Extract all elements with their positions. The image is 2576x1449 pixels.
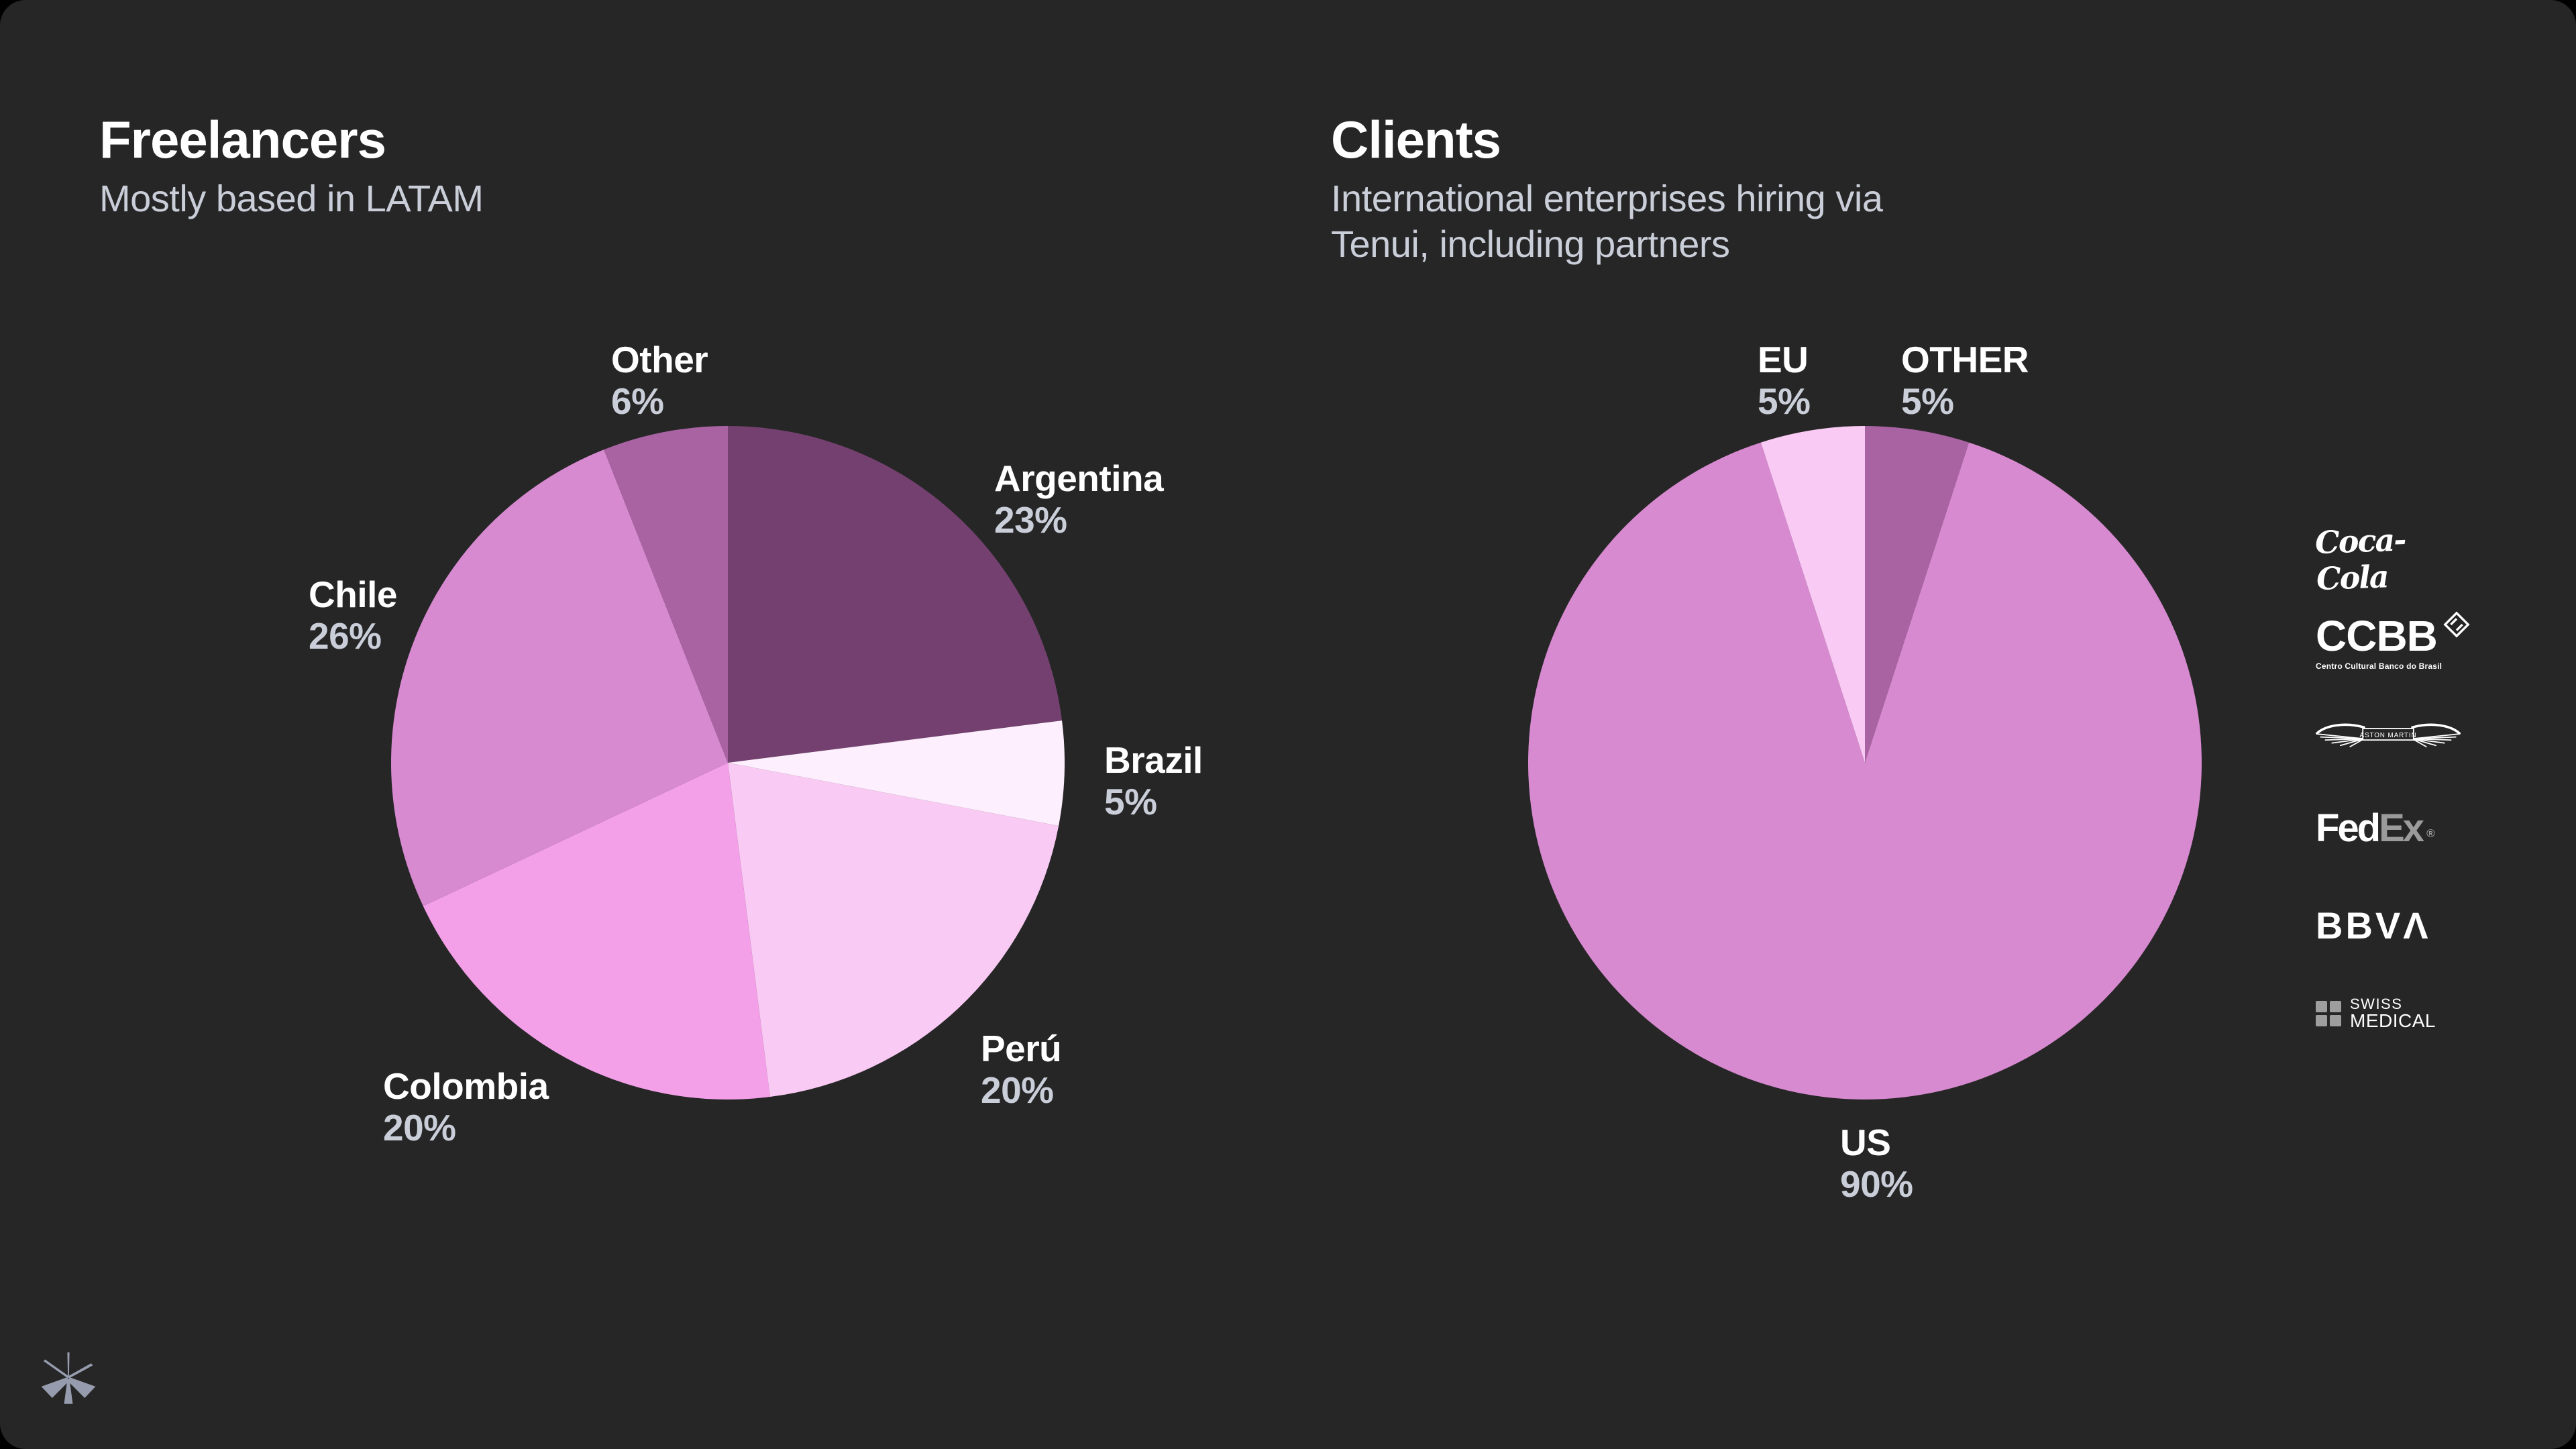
pie-slice-colombia	[423, 763, 770, 1099]
aston-martin-wordmark: ASTON MARTIN	[2359, 732, 2416, 739]
pie-label-value: 23%	[994, 499, 1067, 541]
pie-slice-perú	[728, 763, 1059, 1097]
pie-slice-us	[1528, 442, 2202, 1099]
pie-slice-chile	[391, 449, 728, 906]
pie-label-argentina: Argentina 23%	[994, 458, 1164, 541]
pie-label-name: EU	[1758, 339, 1809, 380]
swiss-medical-line1: SWISS	[2350, 996, 2403, 1012]
swiss-medical-squares-icon	[2316, 1001, 2341, 1027]
ccbb-tagline: Centro Cultural Banco do Brasil	[2316, 661, 2443, 671]
aston-martin-wings-icon: ASTON MARTIN	[2316, 723, 2461, 748]
clients-section-header: Clients International enterprises hiring…	[1331, 110, 1883, 268]
freelancers-subtitle: Mostly based in LATAM	[99, 176, 484, 219]
swiss-medical-line2: MEDICAL	[2350, 1010, 2436, 1032]
ccbb-logo: CCBB Centro Cultural Banco do Brasil	[2316, 611, 2470, 671]
fedex-ex-wordmark: Ex	[2379, 806, 2424, 850]
bbva-wordmark: BBVΛ	[2316, 904, 2431, 947]
coca-cola-logo: Coca-Cola	[2314, 521, 2470, 597]
pie-label-name: Chile	[309, 574, 397, 615]
pie-label-value: 5%	[1901, 380, 1954, 423]
pie-label-other-latam: Other 6%	[611, 339, 708, 422]
pie-label-value: 5%	[1758, 380, 1811, 423]
pie-slice-eu	[1760, 426, 1865, 763]
tenui-asterisk-logo	[41, 1352, 96, 1404]
freelancers-pie-chart	[391, 426, 1065, 1099]
freelancers-title: Freelancers	[99, 110, 386, 169]
pie-label-us: US 90%	[1840, 1122, 1913, 1205]
pie-label-brazil: Brazil 5%	[1104, 739, 1203, 822]
clients-subtitle-line1: International enterprises hiring via	[1331, 176, 1883, 219]
pie-label-name: OTHER	[1901, 339, 2029, 380]
registered-trademark-icon: ®	[2426, 827, 2435, 840]
coca-cola-wordmark: Coca-Cola	[2314, 521, 2406, 597]
banco-do-brasil-diamond-icon	[2443, 611, 2470, 638]
pie-label-name: Argentina	[994, 458, 1164, 499]
pie-label-name: Colombia	[383, 1065, 549, 1107]
pie-label-eu: EU 5%	[1758, 339, 1811, 422]
pie-label-name: Other	[611, 339, 708, 380]
freelancers-section-header: Freelancers Mostly based in LATAM	[99, 110, 484, 221]
pie-label-value: 90%	[1840, 1163, 1913, 1205]
pie-label-value: 26%	[309, 615, 382, 657]
ccbb-wordmark: CCBB	[2316, 612, 2438, 660]
pie-slice-argentina	[728, 426, 1063, 763]
pie-slice-brazil	[728, 720, 1065, 826]
fedex-logo: FedEx ®	[2316, 809, 2470, 848]
pie-label-value: 5%	[1104, 781, 1157, 823]
clients-title: Clients	[1331, 110, 1501, 169]
pie-label-name: US	[1840, 1122, 1891, 1163]
pie-label-value: 20%	[383, 1107, 456, 1149]
clients-pie-svg	[1528, 426, 2202, 1099]
clients-subtitle: International enterprises hiring via Ten…	[1331, 176, 1883, 268]
pie-label-value: 20%	[981, 1069, 1054, 1112]
bbva-logo: BBVΛ	[2316, 907, 2470, 945]
pie-slice-other	[1865, 426, 1970, 763]
pie-label-name: Perú	[981, 1028, 1062, 1069]
pie-slice-other	[604, 426, 728, 763]
fedex-fed-wordmark: Fed	[2316, 806, 2381, 850]
freelancers-pie-svg	[391, 426, 1065, 1099]
pie-label-colombia: Colombia 20%	[383, 1065, 549, 1148]
pie-label-chile: Chile 26%	[309, 574, 397, 657]
swiss-medical-logo: SWISS MEDICAL	[2316, 996, 2470, 1032]
pie-label-name: Brazil	[1104, 739, 1203, 781]
clients-subtitle-line2: Tenui, including partners	[1331, 223, 1730, 266]
pie-label-peru: Perú 20%	[981, 1028, 1062, 1112]
aston-martin-logo: ASTON MARTIN	[2316, 719, 2470, 753]
clients-pie-chart	[1528, 426, 2202, 1099]
pie-label-other-clients: OTHER 5%	[1901, 339, 2029, 422]
pie-label-value: 6%	[611, 380, 664, 423]
